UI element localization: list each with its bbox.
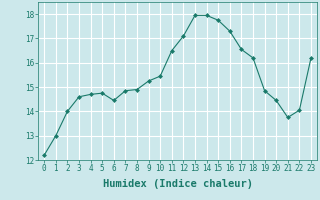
X-axis label: Humidex (Indice chaleur): Humidex (Indice chaleur) [103, 179, 252, 189]
